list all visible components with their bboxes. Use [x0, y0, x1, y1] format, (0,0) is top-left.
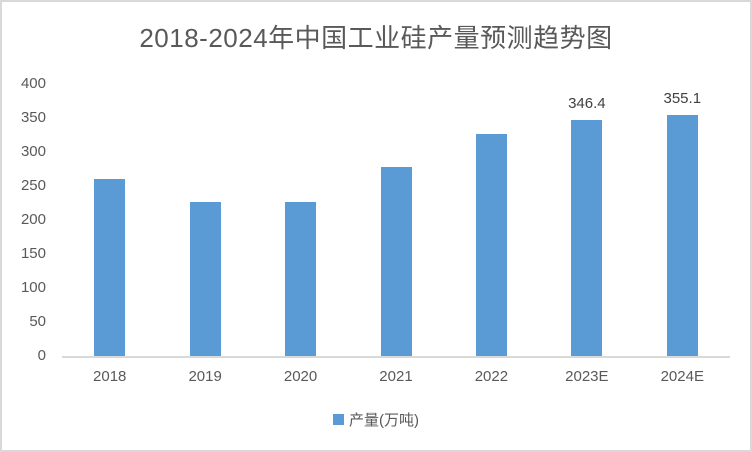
x-axis-label: 2024E — [660, 368, 704, 385]
legend: 产量(万吨) — [2, 409, 750, 430]
y-tick-label: 300 — [20, 143, 46, 160]
bar-value-label: 346.4 — [568, 95, 606, 113]
bar-2021 — [380, 166, 412, 356]
x-axis-label: 2022 — [474, 368, 509, 385]
bar-2024E — [666, 114, 698, 356]
y-tick-label: 350 — [20, 109, 46, 126]
bar-2022 — [475, 133, 507, 356]
legend-label: 产量(万吨) — [349, 412, 419, 429]
y-tick-label: 150 — [20, 245, 46, 262]
y-tick-label: 100 — [20, 279, 46, 296]
y-tick-label: 50 — [29, 313, 46, 330]
x-axis-label: 2020 — [283, 368, 318, 385]
x-axis-label: 2019 — [188, 368, 222, 385]
x-axis-label: 2018 — [93, 368, 127, 385]
plot-area: 346.4 355.1 — [62, 84, 730, 358]
x-axis-label: 2023E — [565, 368, 609, 385]
y-axis: 0 50 100 150 200 250 300 350 400 — [8, 75, 46, 364]
bar-2020 — [285, 201, 317, 356]
bar-2019 — [189, 202, 221, 356]
legend-marker-icon — [333, 414, 344, 425]
y-tick-label: 200 — [20, 211, 46, 228]
y-tick-label: 250 — [20, 177, 46, 194]
bar-2018 — [94, 179, 126, 356]
chart-title: 2018-2024年中国工业硅产量预测趋势图 — [139, 23, 613, 53]
x-axis-label: 2021 — [379, 368, 413, 385]
bar-value-label: 355.1 — [663, 89, 702, 107]
x-axis: 2018 2019 2020 2021 2022 2023E 2024E — [62, 368, 730, 388]
bar-2023E — [571, 120, 603, 356]
y-tick-label: 400 — [20, 75, 46, 92]
y-tick-label: 0 — [37, 347, 46, 364]
